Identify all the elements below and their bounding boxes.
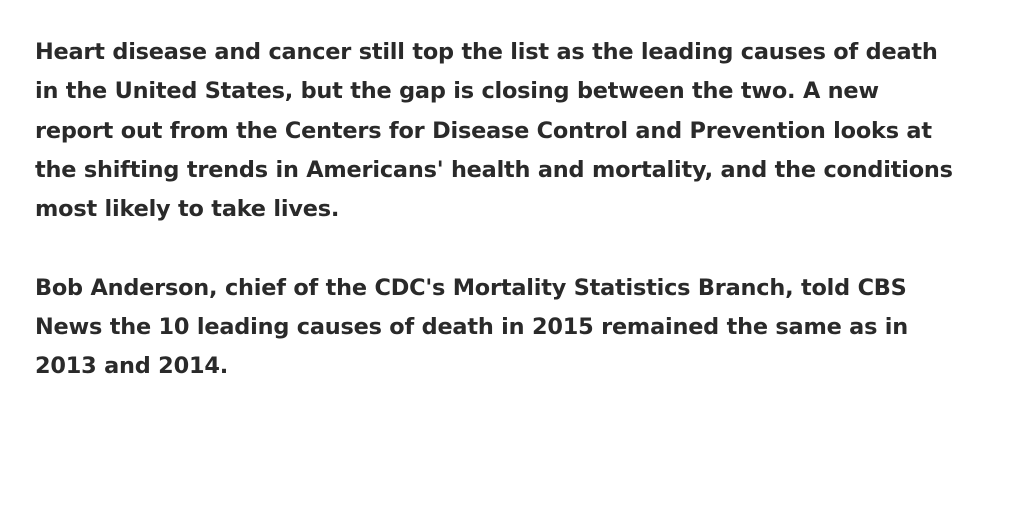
text-line: Heart disease and cancer still top the l… [35,39,938,65]
paragraph-2: Bob Anderson, chief of the CDC's Mortali… [35,269,1000,387]
text-line: report out from the Centers for Disease … [35,117,932,144]
text-line: News the 10 leading causes of death in 2… [35,314,909,341]
paragraph-gap [35,229,1000,268]
text-line: 2013 and 2014. [35,353,229,380]
paragraph-1: Heart disease and cancer still top the l… [35,33,1000,229]
text-line: in the United States, but the gap is clo… [35,78,879,105]
text-line: the shifting trends in Americans' health… [35,156,953,183]
text-line: most likely to take lives. [35,196,340,223]
article-text: Heart disease and cancer still top the l… [35,33,1000,387]
text-line: Bob Anderson, chief of the CDC's Mortali… [35,274,907,301]
